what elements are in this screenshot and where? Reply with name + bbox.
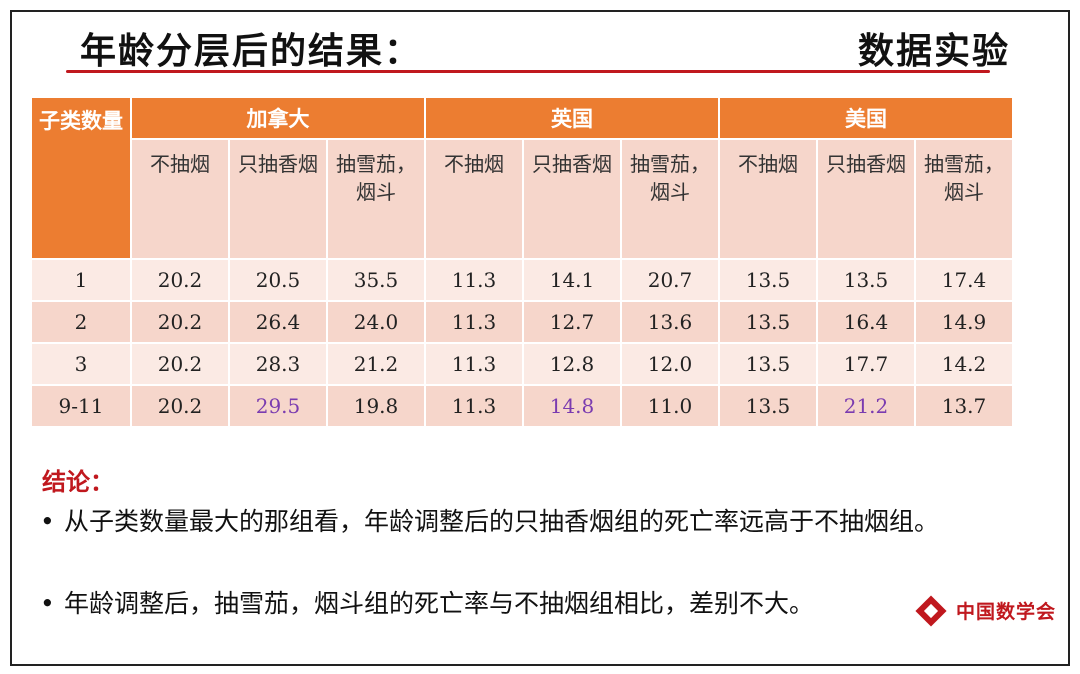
row-label: 2 [30,300,132,344]
conclusion-bullet-text: 从子类数量最大的那组看，年龄调整后的只抽香烟组的死亡率远高于不抽烟组。 [64,507,940,536]
table-cell: 17.7 [816,342,916,386]
sub-header: 不抽烟 [718,138,818,260]
conclusion-heading: 结论： [42,467,114,496]
table-row: 3 20.2 28.3 21.2 11.3 12.8 12.0 13.5 17.7 14.2 [30,342,1014,386]
table-cell: 11.3 [424,342,524,386]
table-cell: 21.2 [816,384,916,428]
table-cell: 16.4 [816,300,916,344]
row-label: 3 [30,342,132,386]
table-cell: 11.3 [424,300,524,344]
table-cell: 14.2 [914,342,1014,386]
table-cell: 29.5 [228,384,328,428]
conclusion-bullet-1: • 从子类数量最大的那组看，年龄调整后的只抽香烟组的死亡率远高于不抽烟组。 [40,502,1000,542]
country-header-us: 美国 [718,95,1014,141]
table-cell: 14.1 [522,258,622,302]
corner-header: 子类数量 [30,96,132,260]
conclusion-bullet-text: 年龄调整后，抽雪茄，烟斗组的死亡率与不抽烟组相比，差别不大。 [64,589,815,618]
country-header-uk: 英国 [424,95,720,141]
table-cell: 13.5 [718,342,818,386]
table-cell: 13.6 [620,300,720,344]
title-underline [66,70,990,73]
society-logo-text: 中国数学会 [955,601,1056,623]
table-cell: 20.2 [130,300,230,344]
table-cell: 13.5 [718,300,818,344]
sub-header: 抽雪茄，烟斗 [326,138,426,260]
table-cell: 35.5 [326,258,426,302]
table-cell: 14.8 [522,384,622,428]
table-cell: 20.5 [228,258,328,302]
table-cell: 11.3 [424,258,524,302]
bullet-dot-icon: • [40,589,55,618]
slide-title: 年龄分层后的结果： [80,31,423,72]
diamond-logo-icon [915,594,947,627]
sub-header: 抽雪茄，烟斗 [620,138,720,260]
sub-header: 不抽烟 [130,138,230,260]
table-cell: 13.5 [718,384,818,428]
sub-header: 抽雪茄，烟斗 [914,138,1014,260]
sub-header: 只抽香烟 [816,138,916,260]
country-header-canada: 加拿大 [130,95,426,141]
table-cell: 12.0 [620,342,720,386]
conclusion-bullet-2: • 年龄调整后，抽雪茄，烟斗组的死亡率与不抽烟组相比，差别不大。 [40,584,1000,624]
table-cell: 24.0 [326,300,426,344]
table-cell: 20.2 [130,384,230,428]
table-cell: 20.2 [130,258,230,302]
table-cell: 12.8 [522,342,622,386]
table-cell: 20.2 [130,342,230,386]
table-row: 9-11 20.2 29.5 19.8 11.3 14.8 11.0 13.5 21.2 13.7 [30,384,1014,428]
row-label: 9-11 [30,384,132,428]
table-row: 2 20.2 26.4 24.0 11.3 12.7 13.6 13.5 16.4 14.9 [30,300,1014,344]
bullet-dot-icon: • [40,507,55,536]
corner-header-label: 子类数量 [39,109,123,133]
results-table: 子类数量 加拿大 英国 美国 不抽烟 只抽香烟 抽雪茄，烟斗 不抽烟 只抽香烟 … [30,95,1014,428]
table-cell: 11.0 [620,384,720,428]
table-cell: 11.3 [424,384,524,428]
table-cell: 12.7 [522,300,622,344]
sub-header: 不抽烟 [424,138,524,260]
table-row: 1 20.2 20.5 35.5 11.3 14.1 20.7 13.5 13.5 17.4 [30,258,1014,302]
row-label: 1 [30,258,132,302]
sub-header: 只抽香烟 [522,138,622,260]
table-cell: 17.4 [914,258,1014,302]
table-cell: 13.5 [816,258,916,302]
table-cell: 19.8 [326,384,426,428]
society-logo: 中国数学会 [915,594,1056,627]
sub-header: 只抽香烟 [228,138,328,260]
table-cell: 14.9 [914,300,1014,344]
table-cell: 28.3 [228,342,328,386]
table-cell: 20.7 [620,258,720,302]
slide-section-label: 数据实验 [857,31,1010,72]
table-cell: 13.7 [914,384,1014,428]
table-cell: 21.2 [326,342,426,386]
table-cell: 26.4 [228,300,328,344]
table-cell: 13.5 [718,258,818,302]
